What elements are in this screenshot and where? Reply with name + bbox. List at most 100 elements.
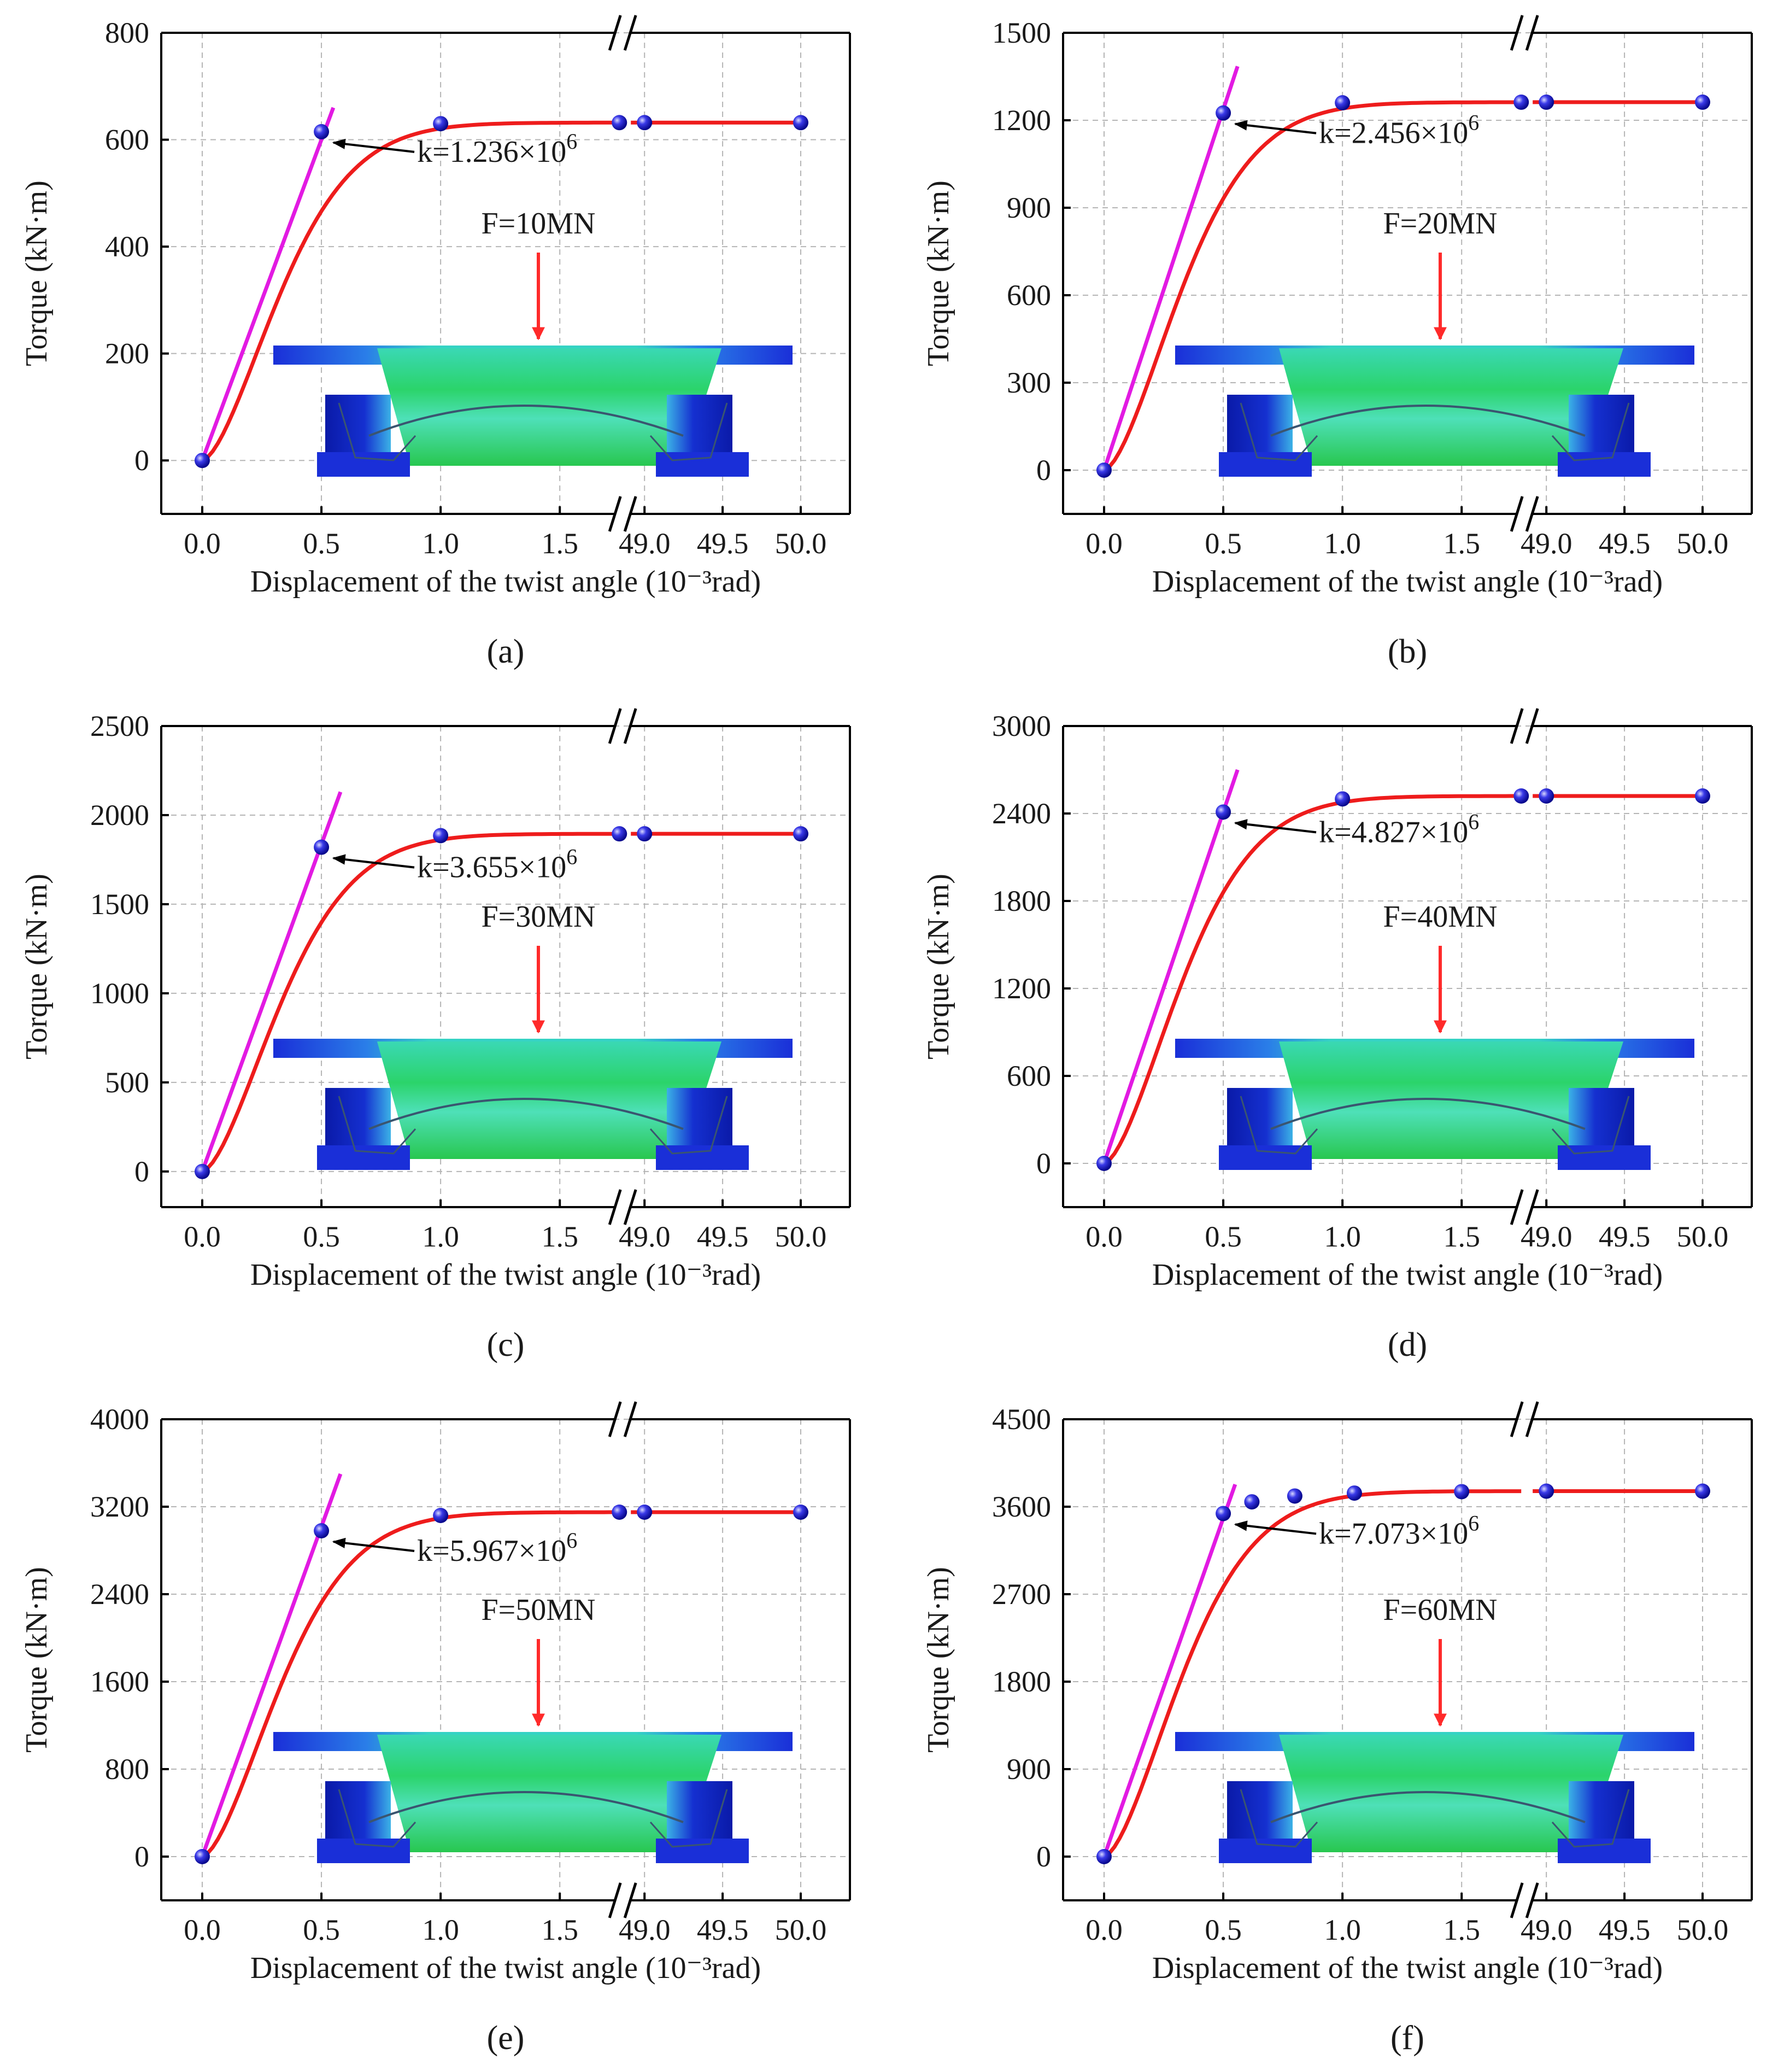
x-axis-title: Displacement of the twist angle (10⁻³rad… (250, 1258, 761, 1292)
axis-break-mark (623, 1882, 637, 1918)
data-point (793, 1505, 808, 1520)
axis-break-mark (608, 15, 622, 51)
fea-left-base (317, 1145, 410, 1170)
stiffness-base: k=3.655×10 (417, 851, 566, 885)
axis-break-mark (608, 1401, 622, 1437)
y-tick-label: 3200 (90, 1490, 149, 1523)
data-point (1216, 1506, 1231, 1521)
torque-curve-left (1103, 794, 1522, 1165)
x-tick-label: 49.5 (1599, 527, 1651, 560)
axis-break-mark (1525, 496, 1539, 532)
x-tick-label: 49.5 (697, 1913, 749, 1946)
y-axis-title: Torque (kN·m) (922, 874, 955, 1060)
y-tick-label: 3600 (992, 1490, 1051, 1523)
stiffness-label: k=4.827×106 (1319, 809, 1479, 849)
data-point (612, 1505, 627, 1520)
tangent-line (200, 107, 336, 461)
stiffness-label: k=3.655×106 (417, 845, 577, 885)
axis-break-mark (623, 496, 637, 532)
panel-caption: (d) (1388, 1326, 1427, 1363)
panel-d: 0 600 1200 1800 2400 3000 0.0 0.5 1.0 1.5 49.0 49.5… (922, 708, 1753, 1363)
axis-break-mark (623, 1401, 637, 1437)
panel-e: 0 800 1600 2400 3200 4000 0.0 0.5 1.0 1.5 49.0 49.5… (20, 1401, 851, 2057)
fea-inset-image (1175, 1039, 1694, 1170)
x-tick-label: 0.5 (1205, 1220, 1242, 1253)
axis-break-mark (1510, 708, 1524, 744)
y-axis-title: Torque (kN·m) (922, 1567, 955, 1753)
fea-left-base (317, 1839, 410, 1863)
axis-break-mark (1525, 1189, 1539, 1225)
fea-spherical-interface (1270, 1098, 1586, 1130)
stiffness-label: k=1.236×106 (417, 129, 577, 169)
x-tick-label: 1.0 (422, 1220, 459, 1253)
y-tick-label: 600 (1007, 279, 1051, 312)
y-axis-title: Torque (kN·m) (922, 180, 955, 366)
y-tick-label: 1200 (992, 972, 1051, 1005)
panel-caption: (f) (1390, 2020, 1424, 2057)
fea-inset-image (273, 1732, 793, 1863)
x-tick-label: 50.0 (1677, 1913, 1729, 1946)
y-tick-label: 0 (134, 1840, 149, 1873)
panel-a: 0 200 400 600 800 0.0 0.5 1.0 1.5 49.0 49.5 50.0 Dis… (20, 15, 851, 670)
x-tick-label: 1.5 (541, 1913, 578, 1946)
x-tick-label: 1.0 (1324, 1220, 1361, 1253)
x-tick-label: 50.0 (1677, 527, 1729, 560)
x-tick-label: 0.5 (1205, 1913, 1242, 1946)
panel-caption: (a) (487, 633, 525, 670)
stiffness-pointer (332, 1537, 415, 1552)
x-tick-label: 0.0 (1085, 527, 1123, 560)
x-tick-label: 0.0 (184, 1220, 221, 1253)
x-axis-title: Displacement of the twist angle (10⁻³rad… (1152, 1951, 1663, 1985)
x-tick-label: 49.0 (1521, 1913, 1572, 1946)
data-point (433, 828, 449, 844)
axis-break-mark (1510, 1401, 1524, 1437)
x-tick-label: 49.5 (1599, 1913, 1651, 1946)
y-axis-title: Torque (kN·m) (20, 1567, 54, 1753)
fea-left-base (1219, 1145, 1312, 1170)
data-point (637, 1505, 653, 1520)
y-tick-label: 1000 (90, 977, 149, 1010)
stiffness-pointer (332, 854, 415, 869)
fea-left-groove (1240, 1096, 1318, 1155)
axis-break-mark (608, 1882, 622, 1918)
load-label: F=60MN (1383, 1593, 1498, 1627)
x-tick-label: 49.0 (619, 1220, 671, 1253)
data-point (1539, 788, 1554, 804)
data-point (195, 1163, 210, 1179)
panel-caption: (e) (487, 2020, 525, 2057)
fea-left-base (1219, 1839, 1312, 1863)
data-point (793, 115, 808, 131)
axis-break-mark (1525, 1882, 1539, 1918)
fea-left-base (1219, 452, 1312, 477)
fea-left-groove (338, 1789, 416, 1848)
x-tick-label: 1.0 (1324, 1913, 1361, 1946)
x-tick-label: 50.0 (775, 1913, 827, 1946)
x-tick-label: 1.0 (422, 527, 459, 560)
data-point (1513, 94, 1529, 110)
data-point (1539, 94, 1554, 110)
data-point (1096, 1849, 1112, 1864)
y-tick-label: 2500 (90, 710, 149, 742)
stiffness-label: k=5.967×106 (417, 1528, 577, 1568)
data-point (195, 453, 210, 469)
fea-left-groove (338, 1096, 416, 1155)
y-tick-label: 900 (1007, 1753, 1051, 1786)
x-axis-title: Displacement of the twist angle (10⁻³rad… (1152, 1258, 1663, 1292)
x-tick-label: 49.0 (619, 527, 671, 560)
y-tick-label: 0 (134, 444, 149, 477)
data-point (1096, 463, 1112, 478)
fea-spherical-interface (1270, 1791, 1586, 1823)
tangent-line (200, 791, 343, 1173)
tangent-line (1102, 1483, 1237, 1858)
stiffness-exponent: 6 (1468, 809, 1479, 834)
fea-inset-image (273, 1039, 793, 1170)
fea-left-groove (1240, 402, 1318, 461)
y-tick-label: 1500 (90, 888, 149, 921)
axis-break-mark (608, 708, 622, 744)
stiffness-exponent: 6 (1468, 1511, 1479, 1535)
x-tick-label: 0.0 (1085, 1913, 1123, 1946)
data-point (637, 826, 653, 842)
axis-break-mark (623, 15, 637, 51)
x-tick-label: 50.0 (775, 527, 827, 560)
data-point (793, 826, 808, 842)
